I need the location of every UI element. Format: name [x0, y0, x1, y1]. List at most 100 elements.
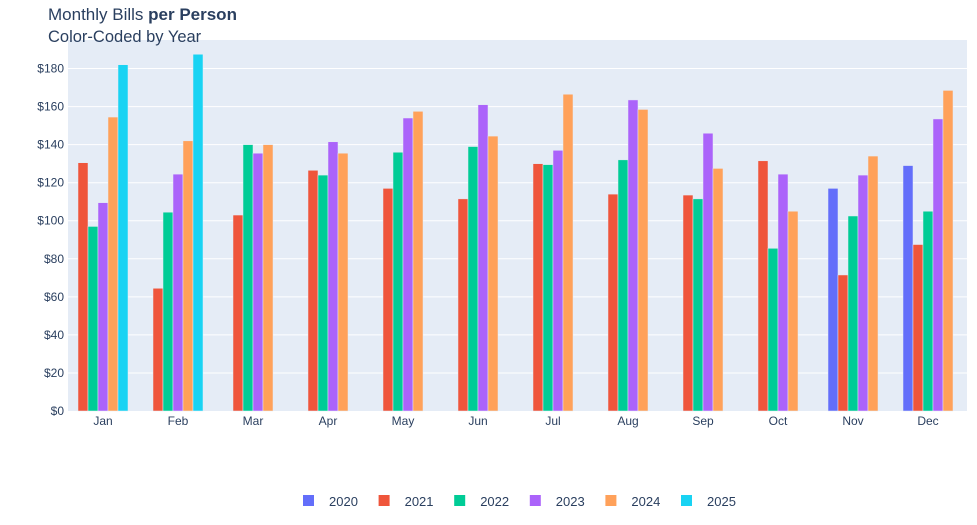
bar-2025-feb [192, 54, 204, 412]
bar-2020-nov [827, 188, 839, 412]
bar-2021-jul [532, 163, 544, 412]
x-tick-label: May [392, 414, 415, 428]
x-tick-label: Nov [842, 414, 863, 428]
bar-2022-may [392, 152, 404, 412]
bar-2024-feb [182, 140, 194, 412]
bar-2023-sep [702, 132, 714, 412]
bar-2022-jan [87, 226, 99, 412]
bar-2023-dec [932, 118, 944, 412]
bar-2022-sep [692, 198, 704, 412]
legend-label: 2020 [329, 494, 358, 509]
legend-label: 2025 [707, 494, 736, 509]
bars [77, 54, 954, 412]
x-tick-label: Jul [545, 414, 560, 428]
legend-label: 2023 [556, 494, 585, 509]
y-tick-label: $100 [37, 214, 64, 228]
bar-2024-nov [867, 155, 879, 412]
legend-item-2023[interactable]: 2023 [529, 494, 585, 509]
x-tick-label: Apr [319, 414, 338, 428]
bar-2022-jul [542, 164, 554, 412]
bar-2021-apr [307, 170, 319, 412]
bar-2023-oct [777, 173, 789, 412]
y-tick-label: $140 [37, 138, 64, 152]
bar-2022-feb [162, 211, 174, 412]
bar-2022-dec [922, 210, 934, 412]
bar-2024-aug [637, 109, 649, 412]
legend-swatch [529, 495, 541, 506]
x-tick-label: Feb [168, 414, 189, 428]
chart-subtitle: Color-Coded by Year [48, 28, 202, 46]
bar-2023-nov [857, 174, 869, 412]
chart-title-prefix: Monthly Bills [48, 5, 148, 24]
bar-2023-jan [97, 202, 109, 412]
bar-2025-jan [117, 64, 129, 412]
bar-2021-feb [152, 288, 164, 412]
bar-2024-oct [787, 210, 799, 412]
bar-2021-dec [912, 244, 924, 412]
legend-swatch [454, 495, 466, 506]
bar-2024-apr [337, 152, 349, 412]
y-tick-label: $40 [44, 328, 64, 342]
x-tick-label: Jun [468, 414, 487, 428]
bar-2023-feb [172, 173, 184, 412]
legend-swatch [681, 495, 692, 506]
legend-item-2021[interactable]: 2021 [378, 494, 434, 509]
bar-2023-jun [477, 104, 489, 412]
x-tick-label: Oct [769, 414, 788, 428]
y-tick-label: $20 [44, 366, 64, 380]
bar-2024-may [412, 111, 424, 412]
y-tick-label: $180 [37, 62, 64, 76]
y-tick-label: $60 [44, 290, 64, 304]
legend-label: 2022 [480, 494, 509, 509]
bar-2021-may [382, 188, 394, 412]
bar-2024-jul [562, 93, 574, 412]
y-tick-label: $160 [37, 100, 64, 114]
x-axis-ticks: Jan Feb Mar Apr May Jun Jul Aug Sep Oct Nov Dec [93, 414, 938, 428]
bar-2021-sep [682, 194, 694, 412]
bar-2021-jun [457, 198, 469, 412]
bar-2021-oct [757, 160, 769, 412]
chart-title-bold: per Person [148, 5, 237, 24]
bar-2021-mar [232, 214, 244, 412]
y-tick-label: $80 [44, 252, 64, 266]
bar-2020-dec [902, 165, 914, 412]
bar-2023-apr [327, 141, 339, 412]
x-tick-label: Dec [917, 414, 938, 428]
bar-2022-mar [242, 144, 254, 412]
gridlines [68, 68, 967, 374]
legend[interactable]: 2020 2021 2022 2023 2024 2025 [303, 494, 736, 509]
bar-2023-may [402, 117, 414, 412]
legend-item-2020[interactable]: 2020 [303, 494, 358, 509]
legend-label: 2021 [405, 494, 434, 509]
y-tick-label: $120 [37, 176, 64, 190]
legend-label: 2024 [631, 494, 660, 509]
bar-2023-jul [552, 150, 564, 412]
bar-2022-apr [317, 174, 329, 412]
x-tick-label: Aug [617, 414, 638, 428]
bar-2024-jun [487, 135, 499, 412]
chart-title: Monthly Bills per Person [48, 5, 237, 24]
x-tick-label: Sep [692, 414, 714, 428]
bar-2022-nov [847, 215, 859, 412]
legend-swatch [303, 495, 314, 506]
bar-2024-jan [107, 116, 119, 412]
legend-item-2025[interactable]: 2025 [681, 494, 736, 509]
bar-2021-jan [77, 162, 89, 412]
bar-2022-oct [767, 248, 779, 412]
bar-2023-aug [627, 99, 639, 412]
x-tick-label: Jan [93, 414, 112, 428]
bar-2024-dec [942, 90, 954, 412]
y-tick-label: $0 [51, 404, 65, 418]
y-axis-ticks: $0 $20 $40 $60 $80 $100 $120 $140 $160 $180 [37, 62, 64, 418]
legend-swatch [605, 495, 617, 506]
legend-swatch [378, 495, 390, 506]
legend-item-2022[interactable]: 2022 [454, 494, 509, 509]
plot-background [68, 40, 967, 411]
legend-item-2024[interactable]: 2024 [605, 494, 660, 509]
bar-2024-mar [262, 144, 274, 412]
bar-2022-jun [467, 146, 479, 412]
bar-2023-mar [252, 152, 264, 412]
bar-2021-nov [837, 274, 849, 412]
bar-2021-aug [607, 193, 619, 412]
